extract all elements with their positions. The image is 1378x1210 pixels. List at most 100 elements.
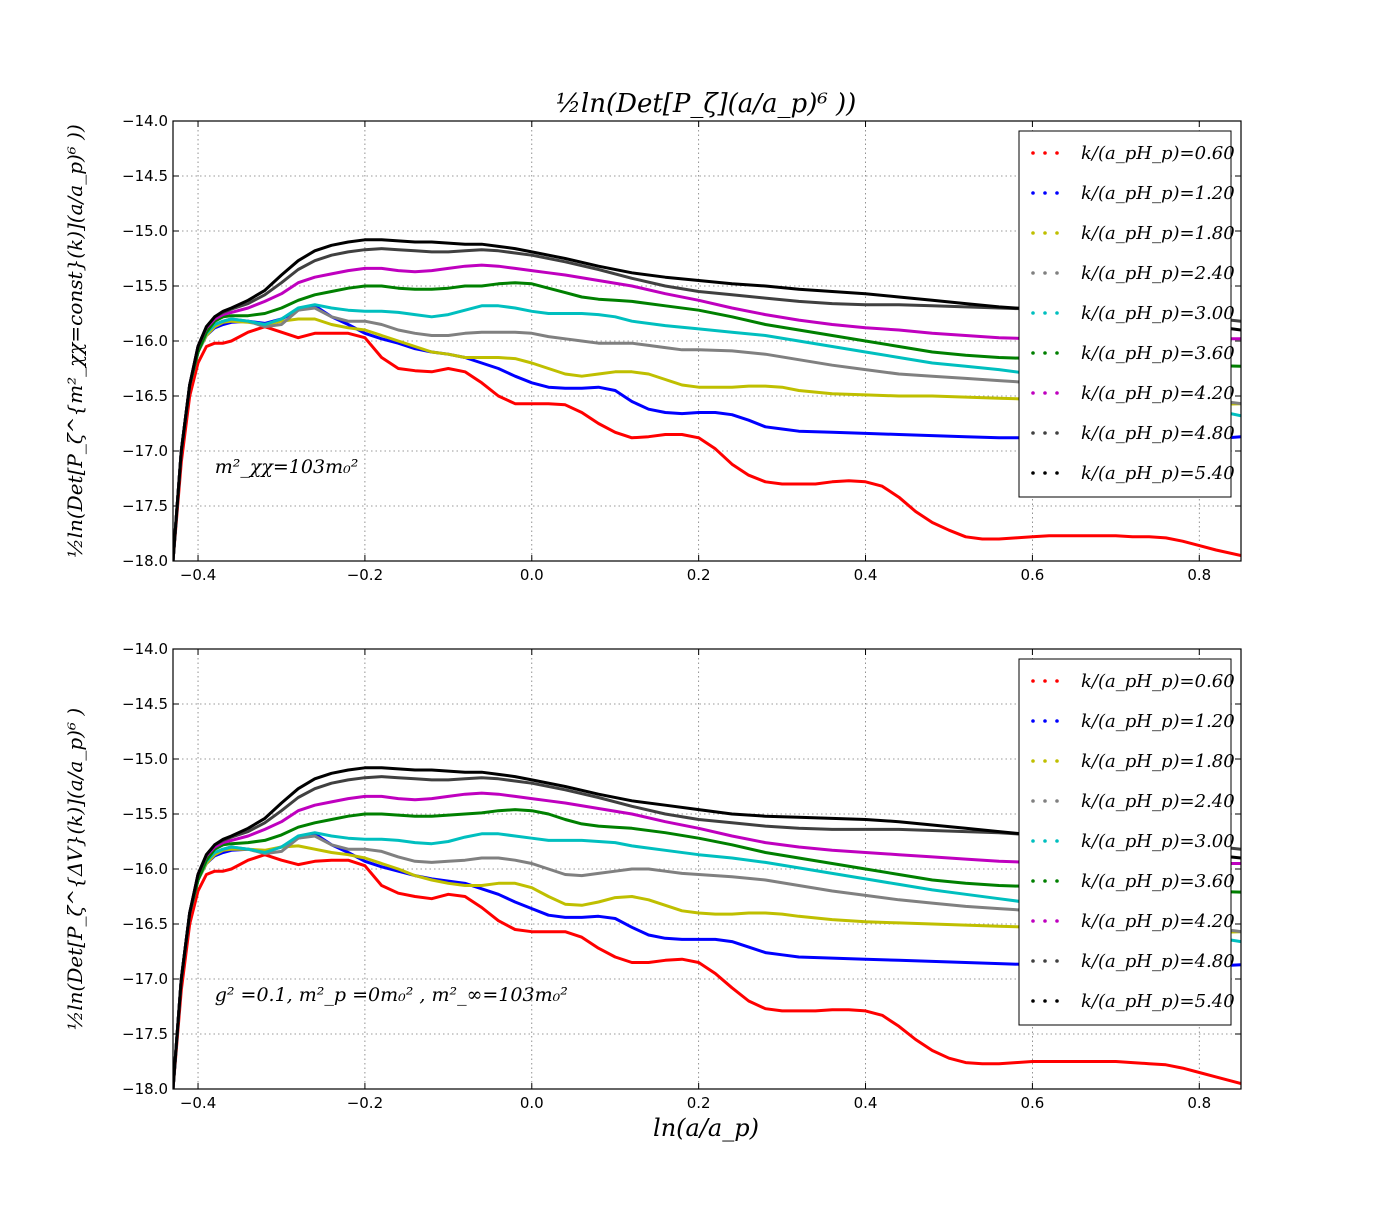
- legend-marker: [1055, 471, 1059, 475]
- x-tick-label: 0.8: [1187, 566, 1211, 584]
- legend-entry: k/(a_pH_p)=0.60: [1081, 671, 1235, 692]
- legend-marker: [1031, 959, 1035, 963]
- y-tick-label: −15.0: [122, 750, 168, 768]
- y-tick-label: −14.0: [122, 112, 168, 130]
- legend-marker: [1043, 231, 1047, 235]
- y-tick-label: −18.0: [122, 552, 168, 570]
- legend-marker: [1055, 759, 1059, 763]
- legend-marker: [1043, 999, 1047, 1003]
- legend-marker: [1055, 799, 1059, 803]
- legend-marker: [1043, 919, 1047, 923]
- legend-marker: [1031, 999, 1035, 1003]
- legend-marker: [1043, 879, 1047, 883]
- plot-frame: [172, 648, 1242, 1090]
- upper-panel: −0.4 −0.2 0.0 0.2 0.4 0.6 0.8 −14.0 −14.5 −15.0 −1…: [63, 112, 1242, 584]
- legend-marker: [1043, 799, 1047, 803]
- legend-marker: [1055, 919, 1059, 923]
- x-tick-label: −0.4: [180, 566, 216, 584]
- legend: k/(a_pH_p)=0.60 k/(a_pH_p)=1.20 k/(a_pH_p)…: [1018, 658, 1235, 1026]
- legend-marker: [1043, 471, 1047, 475]
- legend-marker: [1031, 471, 1035, 475]
- legend-marker: [1043, 431, 1047, 435]
- series-line: [173, 844, 1241, 1089]
- x-tick-label: 0.6: [1020, 1094, 1044, 1112]
- legend-marker: [1055, 999, 1059, 1003]
- legend-entry: k/(a_pH_p)=5.40: [1081, 463, 1235, 484]
- legend-marker: [1055, 431, 1059, 435]
- legend-marker: [1031, 311, 1035, 315]
- legend-marker: [1043, 679, 1047, 683]
- y-tick-label: −17.5: [122, 1025, 168, 1043]
- legend-marker: [1055, 719, 1059, 723]
- series-line: [173, 831, 1241, 1089]
- legend-marker: [1043, 759, 1047, 763]
- legend-entry: k/(a_pH_p)=3.60: [1081, 343, 1235, 364]
- series-line: [173, 775, 1241, 1089]
- parameter-annotation: m²_χχ=103m₀²: [215, 456, 359, 478]
- legend-marker: [1031, 391, 1035, 395]
- legend-marker: [1031, 679, 1035, 683]
- legend-marker: [1031, 151, 1035, 155]
- legend-marker: [1031, 799, 1035, 803]
- x-tick-label: 0.0: [520, 1094, 544, 1112]
- legend-entry: k/(a_pH_p)=1.80: [1081, 751, 1235, 772]
- x-tick-label: −0.2: [347, 1094, 383, 1112]
- legend-marker: [1043, 839, 1047, 843]
- legend-marker: [1055, 351, 1059, 355]
- legend-marker: [1043, 151, 1047, 155]
- legend-marker: [1043, 311, 1047, 315]
- legend-entry: k/(a_pH_p)=0.60: [1081, 143, 1235, 164]
- x-tick-label: 0.6: [1020, 566, 1044, 584]
- legend-marker: [1031, 879, 1035, 883]
- legend-marker: [1031, 919, 1035, 923]
- legend-entry: k/(a_pH_p)=3.00: [1081, 831, 1235, 852]
- plot-frame: [172, 120, 1242, 562]
- series-line: [173, 281, 1241, 561]
- legend-marker: [1043, 351, 1047, 355]
- legend-marker: [1031, 839, 1035, 843]
- y-tick-label: −15.5: [122, 277, 168, 295]
- y-tick-label: −15.5: [122, 805, 168, 823]
- series-line: [173, 263, 1241, 561]
- legend-entry: k/(a_pH_p)=1.20: [1081, 183, 1235, 204]
- legend-marker: [1031, 231, 1035, 235]
- y-axis-label: ½ln(Det[P_ζ^{m²_χχ=const}(k)](a/a_p)⁶ )): [63, 124, 87, 558]
- series-line: [173, 853, 1241, 1089]
- x-tick-label: −0.4: [180, 1094, 216, 1112]
- series-line: [173, 766, 1241, 1089]
- legend: k/(a_pH_p)=0.60 k/(a_pH_p)=1.20 k/(a_pH_p)…: [1018, 130, 1235, 498]
- legend-entry: k/(a_pH_p)=4.80: [1081, 423, 1235, 444]
- legend-entry: k/(a_pH_p)=3.00: [1081, 303, 1235, 324]
- y-tick-label: −14.5: [122, 167, 168, 185]
- parameter-annotation: g² =0.1, m²_p =0m₀² , m²_∞=103m₀²: [215, 984, 568, 1006]
- legend-entry: k/(a_pH_p)=4.20: [1081, 911, 1235, 932]
- legend-marker: [1055, 879, 1059, 883]
- x-tick-label: 0.2: [687, 566, 711, 584]
- legend-entry: k/(a_pH_p)=4.20: [1081, 383, 1235, 404]
- y-tick-label: −15.0: [122, 222, 168, 240]
- legend-marker: [1055, 679, 1059, 683]
- y-tick-label: −14.5: [122, 695, 168, 713]
- y-tick-label: −16.5: [122, 915, 168, 933]
- legend-marker: [1031, 351, 1035, 355]
- legend-marker: [1055, 959, 1059, 963]
- legend-entry: k/(a_pH_p)=2.40: [1081, 791, 1235, 812]
- y-tick-label: −17.0: [122, 442, 168, 460]
- series-line: [173, 247, 1241, 561]
- series-line: [173, 303, 1241, 561]
- legend-entry: k/(a_pH_p)=5.40: [1081, 991, 1235, 1012]
- series-line: [173, 791, 1241, 1089]
- legend-marker: [1043, 959, 1047, 963]
- legend-marker: [1031, 719, 1035, 723]
- series-line: [173, 808, 1241, 1089]
- x-tick-label: 0.4: [854, 1094, 878, 1112]
- legend-entry: k/(a_pH_p)=4.80: [1081, 951, 1235, 972]
- lower-panel: −0.4 −0.2 0.0 0.2 0.4 0.6 0.8 −14.0 −14.5 −15.0 −1…: [63, 640, 1242, 1112]
- series-line: [173, 238, 1241, 561]
- legend-marker: [1031, 191, 1035, 195]
- x-tick-label: 0.4: [854, 566, 878, 584]
- x-tick-label: 0.2: [687, 1094, 711, 1112]
- y-tick-label: −16.0: [122, 860, 168, 878]
- figure-title: ½ln(Det[P_ζ](a/a_p)⁶ )): [556, 89, 857, 119]
